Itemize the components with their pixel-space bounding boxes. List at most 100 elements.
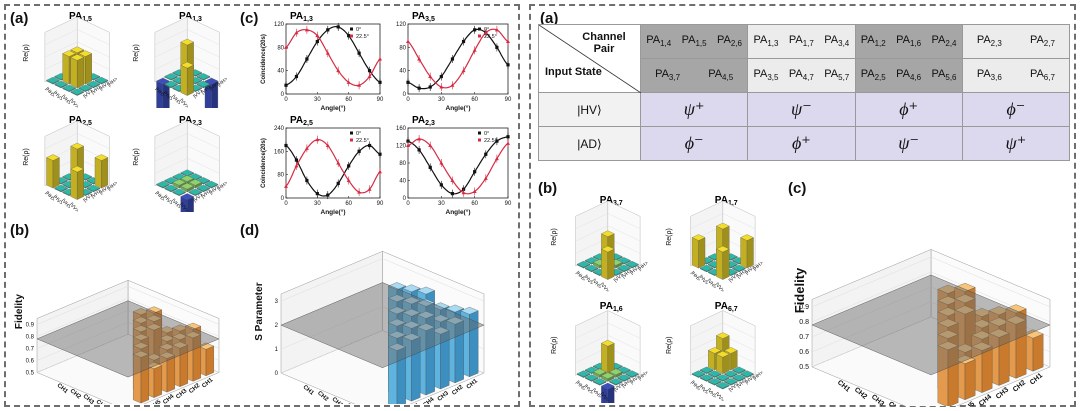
matrix-bar-top xyxy=(715,374,730,381)
basis-label: |VV> xyxy=(192,192,204,204)
matrix-title-sub: 1,6 xyxy=(613,306,623,313)
channel-pair-list: PA3,6 PA6,7 xyxy=(963,59,1069,92)
matrix-bar-face xyxy=(70,57,78,89)
basis-label: |VH> xyxy=(621,378,633,390)
data-point xyxy=(450,178,455,182)
bar3d-tick-label: 0.9 xyxy=(26,323,35,329)
density-matrix-plot: PA2,5Re(ρ)|HH>|HV>|VH>|VV>|HH>|HV>|VH>|V… xyxy=(23,115,119,212)
matrix-title-sub: 1,7 xyxy=(728,200,738,207)
matrix-title-sub: 1,5 xyxy=(82,16,92,23)
matrix-bar-top xyxy=(78,50,93,57)
basis-label: |HV> xyxy=(744,264,756,276)
data-point xyxy=(315,33,320,38)
legend-label: 0° xyxy=(356,131,361,137)
matrix-bar-top xyxy=(164,73,178,80)
matrix-bar-top xyxy=(625,261,639,268)
data-point xyxy=(367,143,372,148)
matrix-bar-face xyxy=(607,248,615,280)
matrix-bar-top xyxy=(724,347,738,354)
label-right-a: (a) xyxy=(540,10,559,27)
data-point xyxy=(450,57,455,61)
density-matrix-plot: PA6,7Re(ρ)|HH>|HV>|VH>|VV>|HH>|HV>|VH>|V… xyxy=(666,301,765,403)
matrix-gridline xyxy=(575,322,608,339)
matrix-bar-top xyxy=(592,378,607,385)
matrix-bar-top xyxy=(70,142,85,150)
series-line xyxy=(285,25,381,86)
channel-group-top: PA1,4 PA1,5 PA2,6 xyxy=(639,24,749,59)
bar3d-top xyxy=(416,298,436,307)
channel-pair-label: PA1,3 xyxy=(753,34,779,49)
bar3d-top xyxy=(184,322,202,330)
x-tick-label: 90 xyxy=(377,201,384,207)
data-point xyxy=(472,48,477,52)
matrix-gridline xyxy=(722,213,756,229)
bar3d-gridline xyxy=(811,286,932,338)
bar3d-top xyxy=(145,306,163,314)
channel-pair-label: PA1,2 xyxy=(860,34,886,49)
matrix-bar-top xyxy=(592,368,607,376)
data-point xyxy=(472,189,477,193)
legend-marker xyxy=(350,131,353,135)
matrix-bar-top xyxy=(196,80,211,88)
matrix-bar-top xyxy=(699,374,714,381)
matrix-bar-face xyxy=(708,350,715,371)
data-point xyxy=(284,83,288,87)
bar3d-axis-label: CH5 xyxy=(961,401,976,406)
matrix-walls xyxy=(154,120,220,187)
channel-pair-table: Channel Pair Input State PA1,4 PA1,5 PA2,6… xyxy=(538,24,1071,161)
matrix-bar-top xyxy=(86,80,101,88)
bar3d-face xyxy=(205,345,214,377)
bar3d-gridline xyxy=(280,306,383,350)
matrix-bar-face xyxy=(187,64,194,96)
basis-label: |VV> xyxy=(192,88,204,100)
x-tick-label: 30 xyxy=(438,201,445,207)
chart-title-sub: 2,3 xyxy=(425,120,435,127)
basis-label: |HV> xyxy=(582,274,594,286)
matrix-bar-top xyxy=(609,378,623,385)
bar3d-top xyxy=(954,294,976,304)
bar3d-face xyxy=(981,346,993,393)
basis-label: |HV> xyxy=(52,90,64,102)
matrix-bar-top xyxy=(164,80,178,88)
basis-label: |VH> xyxy=(60,198,72,210)
channel-pair-label: PA4,7 xyxy=(788,68,814,83)
bar3d-top xyxy=(416,311,436,319)
matrix-title-sub: 3,7 xyxy=(613,200,623,207)
matrix-gridline xyxy=(77,29,110,45)
data-point xyxy=(483,30,488,35)
matrix-bar-top xyxy=(46,77,60,84)
chart-title: PA3,5 xyxy=(412,11,435,23)
data-point xyxy=(439,85,444,89)
legend-marker xyxy=(350,34,353,38)
density-matrix-plot: PA1,7Re(ρ)|HH>|HV>|VH>|VV>|HH>|HV>|VH>|V… xyxy=(666,195,765,292)
basis-label: |VH> xyxy=(60,94,72,106)
matrix-gridline xyxy=(44,133,78,149)
matrix-ylabel: Re(ρ) xyxy=(551,336,558,354)
bar3d-top xyxy=(387,330,407,339)
data-point xyxy=(428,165,432,169)
data-point xyxy=(406,143,410,147)
channel-pair-label: PA2,7 xyxy=(1029,34,1055,49)
bar3d-axis-label: CH4 xyxy=(95,399,109,404)
data-point xyxy=(346,80,351,84)
data-point xyxy=(473,170,477,174)
fidelity-3d-chart: 0.50.60.70.80.9FidelityCH1CH2CH3CH4CH5CH… xyxy=(792,249,1051,406)
data-point xyxy=(439,161,444,165)
bar3d-face xyxy=(153,365,162,398)
basis-label: |VH> xyxy=(200,188,212,200)
basis-label: |VV> xyxy=(68,98,80,108)
legend-marker xyxy=(478,34,481,38)
table-header-cell: Channel Pair Input State xyxy=(538,24,641,93)
bar3d-gridline xyxy=(280,258,383,302)
bell-state-cell: ϕ⁺ xyxy=(854,92,963,127)
matrix-bar-top xyxy=(70,88,85,95)
bar3d-axis-label: CH3 xyxy=(82,394,96,404)
data-point xyxy=(428,85,432,89)
y-tick-label: 120 xyxy=(396,22,407,28)
matrix-bar-face xyxy=(722,248,730,280)
legend-marker xyxy=(350,138,353,142)
bar3d-gridline xyxy=(127,286,220,325)
x-tick-label: 0 xyxy=(284,97,288,103)
legend-label: 0° xyxy=(484,27,489,33)
matrix-gridline xyxy=(44,41,78,58)
